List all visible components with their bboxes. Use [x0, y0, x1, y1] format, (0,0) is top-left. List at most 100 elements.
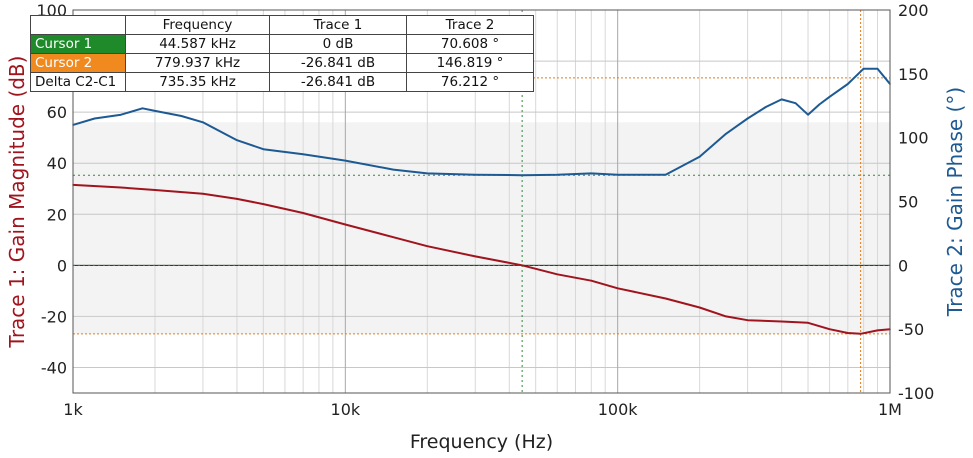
- y-right-tick-label: 200: [898, 1, 929, 20]
- trace2-point: [392, 168, 395, 171]
- trace2-point: [664, 173, 667, 176]
- trace1-point: [474, 255, 477, 258]
- trace1-point: [426, 245, 429, 247]
- trace2-point: [474, 173, 477, 176]
- cursor2-row: Cursor 2 779.937 kHz -26.841 dB 146.819 …: [30, 53, 534, 73]
- trace1-point: [859, 332, 862, 335]
- y-right-axis-label: Trace 2: Gain Phase (°): [943, 87, 967, 317]
- trace2-point: [93, 117, 96, 120]
- cursor-table-header: Frequency Trace 1 Trace 2: [30, 15, 534, 35]
- trace1-point: [344, 223, 347, 226]
- trace1-point: [698, 306, 701, 309]
- trace1-point: [590, 279, 593, 282]
- trace1-point: [302, 212, 304, 214]
- trace2-point: [302, 153, 304, 156]
- trace2-point: [426, 172, 429, 175]
- y-right-tick-label: 0: [898, 256, 908, 275]
- x-tick-label: 1M: [878, 400, 902, 419]
- trace2-phase-line: [72, 67, 891, 177]
- trace2-point: [847, 83, 849, 85]
- trace2-point: [120, 113, 122, 116]
- trace2-point: [590, 172, 593, 175]
- trace2-point: [876, 67, 879, 70]
- trace1-point: [202, 193, 204, 195]
- y-left-tick-label: 20: [47, 205, 67, 224]
- trace1-point: [725, 315, 727, 318]
- trace1-point: [521, 264, 523, 267]
- trace1-point: [780, 320, 783, 323]
- y-left-tick-label: 60: [47, 103, 67, 122]
- x-tick-label: 100k: [598, 400, 639, 419]
- delta-label: Delta C2-C1: [30, 72, 126, 92]
- trace1-point: [236, 198, 238, 200]
- trace2-point: [556, 173, 559, 176]
- delta-row: Delta C2-C1 735.35 kHz -26.841 dB 76.212…: [30, 72, 534, 92]
- y-left-tick-label: 0: [57, 256, 67, 275]
- delta-frequency: 735.35 kHz: [125, 72, 270, 92]
- cursor1-trace2: 70.608 °: [406, 34, 534, 54]
- trace2-point: [154, 110, 156, 112]
- trace2-point: [202, 121, 204, 124]
- trace1-point: [746, 319, 749, 322]
- y-left-tick-label: -40: [41, 358, 67, 377]
- cursor1-label: Cursor 1: [30, 34, 126, 54]
- cursor1-frequency: 44.587 kHz: [125, 34, 270, 54]
- x-tick-label: 1k: [63, 400, 83, 419]
- trace1-point: [828, 328, 831, 330]
- cursor2-frequency: 779.937 kHz: [125, 53, 270, 73]
- trace1-point: [807, 321, 809, 324]
- y-right-tick-label: 150: [898, 65, 929, 84]
- trace1-point: [664, 297, 667, 300]
- cursor2-label: Cursor 2: [30, 53, 126, 73]
- cursor2-trace2: 146.819 °: [406, 53, 534, 73]
- trace2-point: [180, 115, 183, 117]
- trace2-point: [862, 67, 865, 70]
- trace2-point: [698, 156, 701, 158]
- trace2-point: [828, 96, 831, 98]
- y-right-tick-label: -100: [898, 384, 934, 403]
- x-axis-label: Frequency (Hz): [410, 431, 553, 453]
- trace2-point: [746, 117, 749, 120]
- trace2-point: [262, 148, 265, 150]
- header-trace1: Trace 1: [269, 15, 407, 35]
- trace1-point: [154, 189, 156, 191]
- trace2-point: [344, 159, 347, 162]
- trace2-point: [521, 174, 523, 177]
- trace1-point: [392, 236, 395, 239]
- trace1-point: [556, 273, 559, 276]
- cursor1-row: Cursor 1 44.587 kHz 0 dB 70.608 °: [30, 34, 534, 54]
- y-right-tick-label: -50: [898, 320, 924, 339]
- plot-border: [72, 9, 891, 394]
- trace1-point: [847, 332, 849, 334]
- trace1-point: [876, 329, 879, 332]
- trace1-point: [262, 203, 265, 205]
- trace2-point: [818, 103, 821, 106]
- header-blank: [30, 15, 126, 35]
- trace1-gain-line: [72, 183, 891, 335]
- trace2-point: [765, 106, 767, 108]
- x-tick-label: 10k: [331, 400, 361, 419]
- trace2-point: [725, 133, 727, 135]
- y-right-tick-label: 50: [898, 193, 918, 212]
- y-left-tick-label: -20: [41, 307, 67, 326]
- trace2-point: [141, 107, 144, 110]
- y-left-tick-label: 40: [47, 154, 67, 173]
- cursor2-trace1: -26.841 dB: [269, 53, 407, 73]
- delta-trace1: -26.841 dB: [269, 72, 407, 92]
- y-left-axis-label: Trace 1: Gain Magnitude (dB): [5, 56, 29, 349]
- delta-trace2: 76.212 °: [406, 72, 534, 92]
- trace2-point: [780, 98, 783, 101]
- trace2-point: [616, 173, 619, 176]
- trace1-point: [616, 287, 619, 290]
- plot-band: [73, 122, 890, 334]
- y-right-tick-label: 100: [898, 129, 929, 148]
- trace2-point: [794, 102, 797, 104]
- header-frequency: Frequency: [125, 15, 270, 35]
- trace2-point: [807, 113, 809, 116]
- trace1-point: [120, 186, 122, 189]
- header-trace2: Trace 2: [406, 15, 534, 35]
- trace2-point: [236, 139, 238, 142]
- cursor1-trace1: 0 dB: [269, 34, 407, 54]
- cursor-table: Frequency Trace 1 Trace 2 Cursor 1 44.58…: [30, 15, 534, 92]
